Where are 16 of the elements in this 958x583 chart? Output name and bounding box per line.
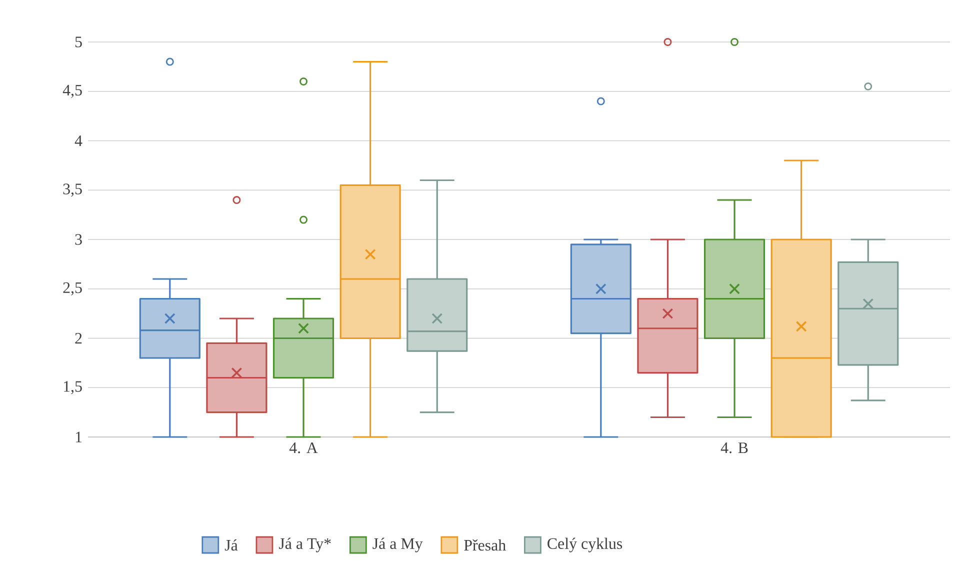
legend-label: Já xyxy=(224,539,238,551)
y-tick-label: 4,5 xyxy=(62,84,82,98)
y-tick-label: 5 xyxy=(75,36,82,48)
x-tick-label: 4. B xyxy=(720,442,748,454)
legend-label: Já a My xyxy=(372,538,423,552)
x-tick-label: 4. A xyxy=(289,442,318,454)
legend-label: Já a Ty* xyxy=(278,538,331,552)
y-tick-label: 3 xyxy=(75,234,82,245)
legend-label: Přesah xyxy=(464,539,506,551)
y-tick-label: 4 xyxy=(74,136,82,146)
y-tick-label: 1,5 xyxy=(64,381,82,394)
y-tick-label: 2,5 xyxy=(63,282,82,296)
legend-label: Celý cyklus xyxy=(548,538,622,552)
y-tick-label: 2 xyxy=(75,332,82,344)
y-tick-label: 3,5 xyxy=(63,184,82,197)
y-tick-label: 1 xyxy=(76,432,82,442)
